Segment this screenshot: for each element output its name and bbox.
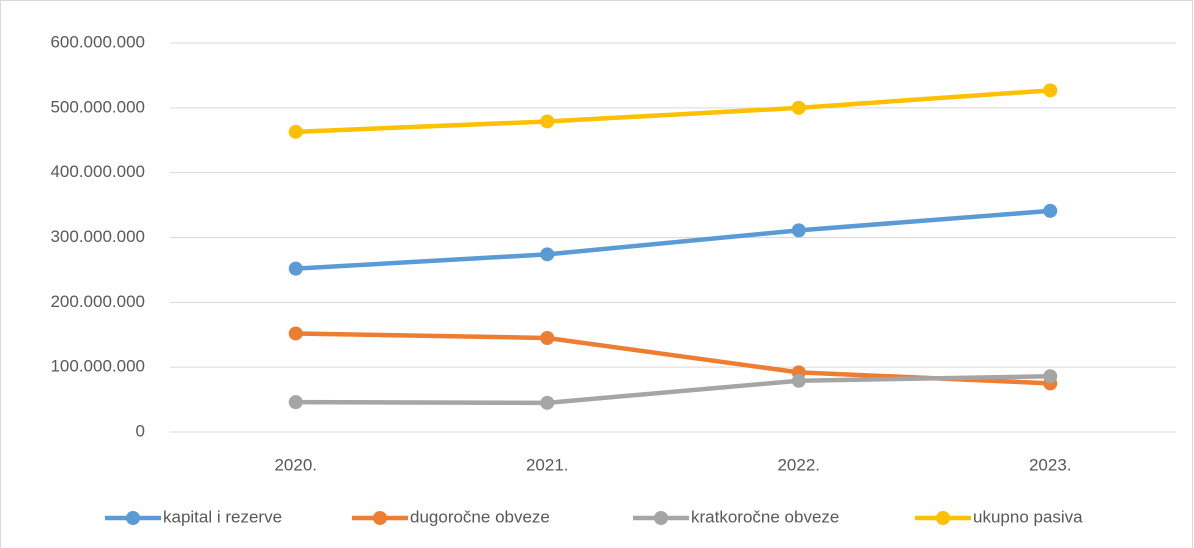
x-tick-label: 2023. (1029, 455, 1072, 474)
legend-marker (936, 511, 950, 525)
legend-marker (654, 511, 668, 525)
data-point (1043, 369, 1058, 384)
y-tick-label: 300.000.000 (50, 227, 145, 246)
legend-label: kapital i rezerve (163, 507, 282, 526)
data-point (791, 100, 806, 115)
data-point (791, 223, 806, 238)
y-tick-label: 100.000.000 (50, 357, 145, 376)
y-tick-label: 200.000.000 (50, 292, 145, 311)
x-tick-label: 2020. (274, 455, 317, 474)
y-tick-label: 500.000.000 (50, 97, 145, 116)
legend-marker (373, 511, 387, 525)
series-line (293, 208, 1053, 271)
data-point (540, 247, 555, 262)
y-tick-label: 400.000.000 (50, 162, 145, 181)
data-point (540, 395, 555, 410)
y-tick-label: 0 (136, 421, 145, 440)
series-line (293, 373, 1053, 406)
data-point (288, 326, 303, 341)
y-tick-label: 600.000.000 (50, 32, 145, 51)
data-point (288, 395, 303, 410)
legend-label: ukupno pasiva (973, 507, 1083, 526)
legend-marker (126, 511, 140, 525)
x-tick-label: 2022. (777, 455, 820, 474)
data-point (540, 114, 555, 129)
data-point (540, 330, 555, 345)
legend-label: kratkoročne obveze (691, 507, 839, 526)
data-point (288, 261, 303, 276)
data-point (1043, 83, 1058, 98)
data-point (791, 373, 806, 388)
data-point (288, 124, 303, 139)
x-tick-label: 2021. (526, 455, 569, 474)
series-line (293, 88, 1053, 135)
legend-label: dugoročne obveze (410, 507, 550, 526)
data-point (1043, 203, 1058, 218)
